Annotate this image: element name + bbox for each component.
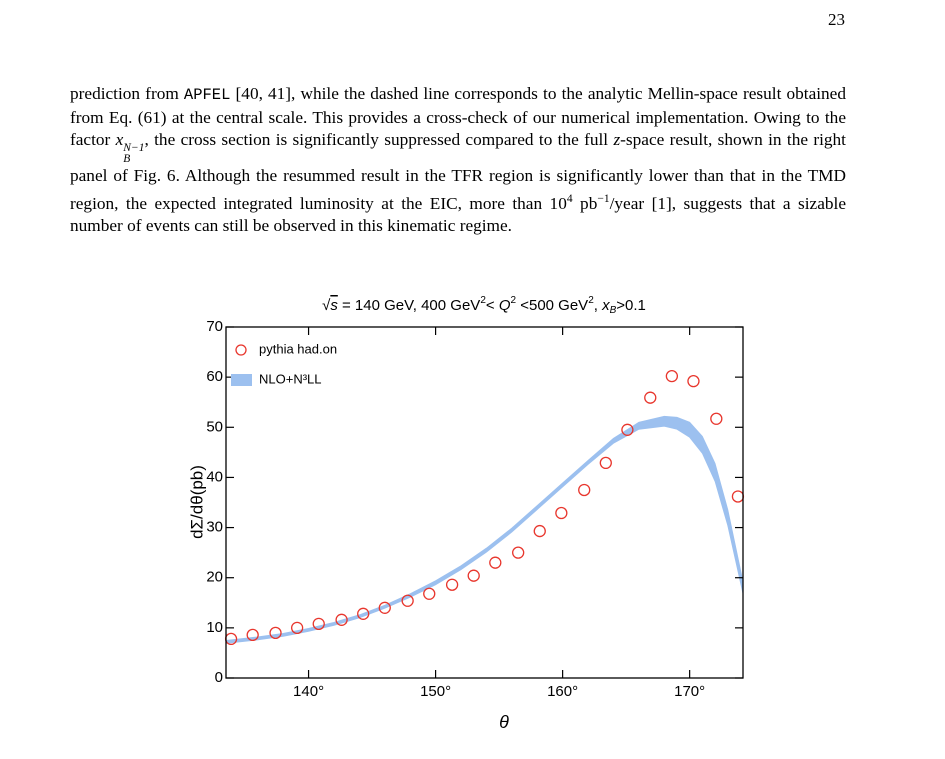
math: B <box>123 153 131 166</box>
text-run: [40, 41], while the dashed line correspo… <box>70 84 846 150</box>
text-run: -space result, shown in the right panel … <box>70 130 846 213</box>
text-run: APFEL <box>183 86 231 104</box>
title-part: 2 <box>480 295 486 306</box>
y-tick-label: 20 <box>206 569 223 586</box>
point <box>687 375 700 388</box>
text-run: prediction from <box>70 84 184 103</box>
math: x <box>115 130 124 150</box>
title-part: >0.1 <box>616 297 646 314</box>
x-axis-label: θ <box>499 712 509 732</box>
point <box>621 423 634 436</box>
point <box>644 391 657 404</box>
point <box>467 569 480 582</box>
point <box>378 601 391 614</box>
y-tick-label: 70 <box>206 318 223 335</box>
math: N−1 <box>123 142 145 155</box>
x-tick-label: 140° <box>293 683 324 700</box>
text-run: , the cross section is significantly sup… <box>144 130 614 150</box>
point <box>710 412 723 425</box>
point <box>423 587 436 600</box>
point <box>269 626 282 640</box>
legend-marker <box>235 344 247 356</box>
point <box>357 607 370 620</box>
y-tick-label: 40 <box>206 468 223 485</box>
y-tick-label: 50 <box>206 418 223 435</box>
point <box>731 490 745 503</box>
point <box>555 506 568 520</box>
point <box>445 578 459 591</box>
title-part: 2 <box>510 295 516 306</box>
y-tick-label: 60 <box>206 368 223 385</box>
title-part: <500 GeV <box>516 297 588 314</box>
point <box>489 556 502 569</box>
plot-frame <box>225 326 744 679</box>
y-tick-label: 30 <box>206 519 223 536</box>
y-axis-label: dΣ/dθ(pb) <box>187 465 206 539</box>
paragraph: prediction from APFEL [40, 41], while th… <box>70 83 846 238</box>
point <box>335 613 348 626</box>
math: z <box>613 130 621 150</box>
title-part: , <box>594 297 602 314</box>
legend-swatch <box>231 374 252 386</box>
title-part: B <box>610 305 617 316</box>
point <box>512 546 525 559</box>
point <box>246 628 259 642</box>
y-tick-label: 0 <box>215 669 223 686</box>
title-part: = 140 GeV, 400 GeV <box>338 297 480 314</box>
legend-label: pythia had.on <box>259 341 337 356</box>
title-part: x <box>601 297 610 314</box>
x-tick-label: 170° <box>674 683 705 700</box>
math: −1 <box>597 192 610 205</box>
point <box>401 594 414 607</box>
x-tick-label: 150° <box>420 683 451 700</box>
text-run: /year [1], suggests that a sizable numbe… <box>70 193 847 236</box>
point <box>290 621 304 635</box>
title-part: √ <box>322 297 331 314</box>
title-part: 2 <box>588 295 594 306</box>
math-scripts: N−1 B <box>123 142 145 166</box>
point <box>599 456 612 470</box>
point <box>533 524 546 538</box>
title-part: < <box>486 297 499 314</box>
title-part: s <box>330 297 338 314</box>
legend-label: NLO+N³LL <box>259 371 322 386</box>
x-tick-label: 160° <box>547 683 578 700</box>
point <box>578 483 591 497</box>
title-part: Q <box>499 297 511 314</box>
point <box>312 617 325 630</box>
point <box>665 369 679 383</box>
y-tick-label: 10 <box>206 619 223 636</box>
chart-title: √s = 140 GeV, 400 GeV2< Q2 <500 GeV2, xB… <box>322 295 646 316</box>
page-number: 23 <box>828 10 845 29</box>
band <box>226 415 743 644</box>
math: 4 <box>566 192 573 205</box>
text-run: pb <box>572 193 598 213</box>
